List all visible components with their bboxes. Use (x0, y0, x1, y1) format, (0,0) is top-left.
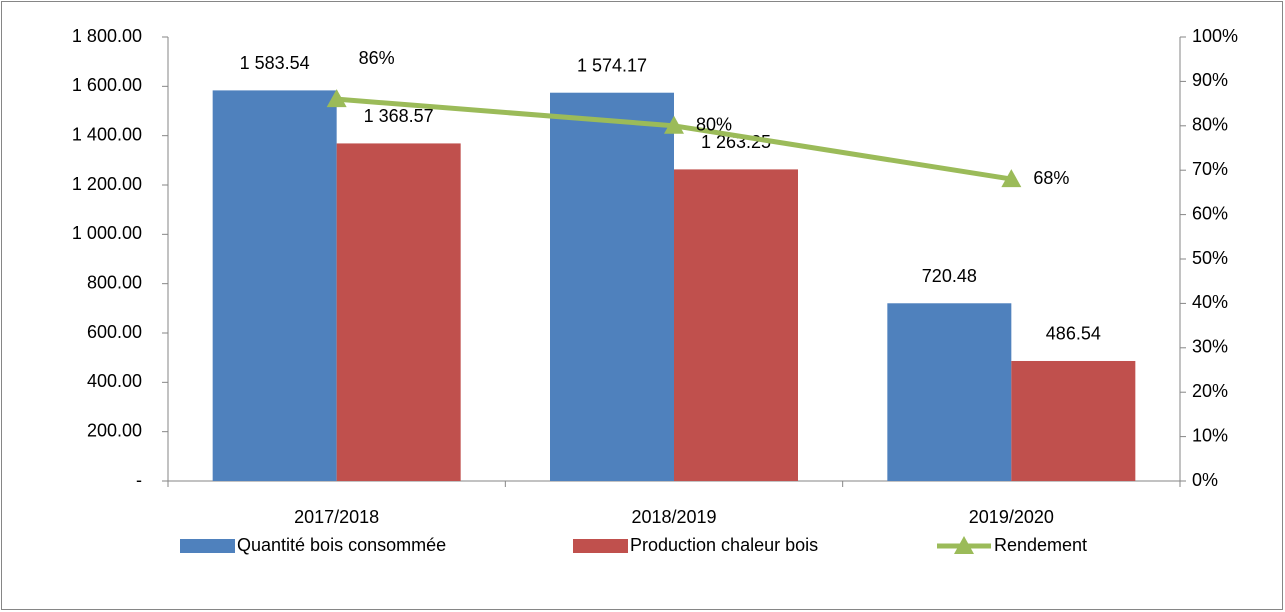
legend-swatch (573, 539, 628, 553)
y2-tick-label: 10% (1192, 425, 1228, 445)
data-label: 1 368.57 (364, 106, 434, 126)
legend-swatch (180, 539, 235, 553)
y2-tick-label: 70% (1192, 159, 1228, 179)
x-tick-label: 2017/2018 (294, 507, 379, 527)
y-tick-label: 1 800.00 (72, 26, 142, 46)
y2-tick-label: 50% (1192, 248, 1228, 268)
y2-tick-label: 20% (1192, 381, 1228, 401)
data-label: 1 574.17 (577, 55, 647, 75)
y2-tick-label: 100% (1192, 26, 1238, 46)
y-tick-label: 400.00 (87, 371, 142, 391)
data-label: 86% (359, 48, 395, 68)
bar (1011, 360, 1136, 481)
y2-tick-label: 30% (1192, 337, 1228, 357)
x-tick-label: 2018/2019 (631, 507, 716, 527)
y2-tick-label: 90% (1192, 70, 1228, 90)
marker (664, 115, 684, 134)
data-label: 486.54 (1046, 324, 1101, 344)
bar (674, 169, 798, 482)
data-label: 80% (696, 115, 732, 135)
y-tick-label: 1 200.00 (72, 174, 142, 194)
y2-tick-label: 40% (1192, 292, 1228, 312)
data-label: 68% (1033, 168, 1069, 188)
data-label: 1 583.54 (240, 53, 310, 73)
bar (336, 143, 461, 481)
y2-tick-label: 0% (1192, 470, 1218, 490)
legend-marker (954, 536, 974, 554)
bar (212, 90, 337, 481)
y-tick-label: - (136, 470, 142, 490)
data-label: 720.48 (922, 266, 977, 286)
bar (887, 303, 1012, 481)
x-tick-label: 2019/2020 (969, 507, 1054, 527)
y-tick-label: 600.00 (87, 322, 142, 342)
y-tick-label: 800.00 (87, 272, 142, 292)
legend-label: Rendement (994, 535, 1087, 555)
legend-label: Quantité bois consommée (237, 535, 446, 555)
y-tick-label: 1 600.00 (72, 75, 142, 95)
y2-tick-label: 80% (1192, 115, 1228, 135)
bar (550, 92, 674, 481)
y-tick-label: 1 000.00 (72, 223, 142, 243)
marker (326, 89, 347, 108)
y-tick-label: 1 400.00 (72, 124, 142, 144)
legend-label: Production chaleur bois (630, 535, 818, 555)
y-tick-label: 200.00 (87, 420, 142, 440)
y2-tick-label: 60% (1192, 203, 1228, 223)
marker (1001, 169, 1022, 188)
